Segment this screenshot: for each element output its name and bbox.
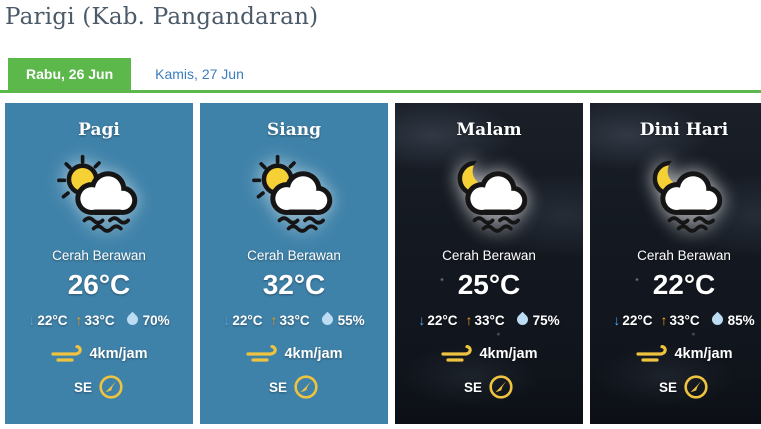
- compass-arrow-icon: [99, 375, 123, 399]
- min-temp: ↓ 22°C: [28, 312, 68, 328]
- wind-speed-row: 4km/jam: [440, 344, 538, 363]
- compass-arrow-icon: [489, 375, 513, 399]
- wind-speed-row: 4km/jam: [635, 344, 733, 363]
- moon-behind-cloud-icon: [636, 153, 732, 235]
- forecast-cards: Pagi Cerah Berawan 26°C ↓ 22°C ↑ 33°C 70%: [5, 103, 761, 424]
- wind-icon: [246, 345, 278, 362]
- wind-direction-row: SE: [659, 374, 709, 400]
- humidity: 75%: [513, 311, 560, 328]
- down-arrow-icon: ↓: [613, 312, 621, 328]
- wind-direction-label: SE: [73, 379, 92, 395]
- up-arrow-icon: ↑: [75, 312, 83, 328]
- up-arrow-icon: ↑: [660, 312, 668, 328]
- humidity: 70%: [123, 311, 170, 328]
- max-temp: ↑ 33°C: [465, 312, 505, 328]
- temp-humidity-row: ↓ 22°C ↑ 33°C 85%: [613, 311, 755, 328]
- date-tabs: Rabu, 26 Jun Kamis, 27 Jun: [0, 58, 761, 93]
- min-temp: ↓ 22°C: [613, 312, 653, 328]
- period-label: Pagi: [78, 120, 120, 140]
- max-temp: ↑ 33°C: [660, 312, 700, 328]
- period-label: Malam: [456, 120, 522, 140]
- wind-icon: [441, 345, 473, 362]
- period-label: Dini Hari: [639, 120, 729, 140]
- wind-direction-label: SE: [463, 379, 482, 395]
- down-arrow-icon: ↓: [28, 312, 36, 328]
- down-arrow-icon: ↓: [223, 312, 231, 328]
- wind-direction-row: SE: [269, 374, 319, 400]
- wind-direction-row: SE: [464, 374, 514, 400]
- temp-humidity-row: ↓ 22°C ↑ 33°C 75%: [418, 311, 560, 328]
- wind-direction-label: SE: [268, 379, 287, 395]
- condition-label: Cerah Berawan: [247, 248, 341, 263]
- temp-humidity-row: ↓ 22°C ↑ 33°C 55%: [223, 311, 365, 328]
- condition-label: Cerah Berawan: [52, 248, 146, 263]
- humidity-drop-icon: [709, 311, 725, 327]
- period-label: Siang: [267, 120, 321, 140]
- wind-icon: [636, 345, 668, 362]
- current-temp: 26°C: [67, 269, 131, 300]
- humidity: 55%: [318, 311, 365, 328]
- current-temp: 25°C: [457, 269, 521, 300]
- compass-arrow-icon: [294, 375, 318, 399]
- sun-behind-cloud-icon: [246, 153, 342, 235]
- down-arrow-icon: ↓: [418, 312, 426, 328]
- wind-speed-row: 4km/jam: [50, 344, 148, 363]
- forecast-card-malam: Malam Cerah Berawan 25°C ↓ 22°C ↑ 33°C 75%…: [395, 103, 583, 424]
- condition-label: Cerah Berawan: [442, 248, 536, 263]
- up-arrow-icon: ↑: [270, 312, 278, 328]
- moon-behind-cloud-icon: [441, 153, 537, 235]
- forecast-card-dini-hari: Dini Hari Cerah Berawan 22°C ↓ 22°C ↑ 33°C…: [590, 103, 761, 424]
- humidity-drop-icon: [514, 311, 530, 327]
- max-temp: ↑ 33°C: [75, 312, 115, 328]
- humidity-drop-icon: [319, 311, 335, 327]
- page-title: Parigi (Kab. Pangandaran): [5, 4, 319, 30]
- forecast-card-siang: Siang Cerah Berawan 32°C ↓ 22°C ↑ 33°C 55%: [200, 103, 388, 424]
- up-arrow-icon: ↑: [465, 312, 473, 328]
- compass-arrow-icon: [684, 375, 708, 399]
- forecast-card-pagi: Pagi Cerah Berawan 26°C ↓ 22°C ↑ 33°C 70%: [5, 103, 193, 424]
- humidity: 85%: [708, 311, 755, 328]
- min-temp: ↓ 22°C: [418, 312, 458, 328]
- wind-direction-label: SE: [658, 379, 677, 395]
- min-temp: ↓ 22°C: [223, 312, 263, 328]
- wind-icon: [51, 345, 83, 362]
- humidity-drop-icon: [124, 311, 140, 327]
- wind-speed-row: 4km/jam: [245, 344, 343, 363]
- max-temp: ↑ 33°C: [270, 312, 310, 328]
- current-temp: 32°C: [262, 269, 326, 300]
- tab-kamis-27-jun[interactable]: Kamis, 27 Jun: [155, 66, 244, 82]
- wind-direction-row: SE: [74, 374, 124, 400]
- temp-humidity-row: ↓ 22°C ↑ 33°C 70%: [28, 311, 170, 328]
- current-temp: 22°C: [652, 269, 716, 300]
- sun-behind-cloud-icon: [51, 153, 147, 235]
- condition-label: Cerah Berawan: [637, 248, 731, 263]
- tab-rabu-26-jun[interactable]: Rabu, 26 Jun: [8, 58, 132, 90]
